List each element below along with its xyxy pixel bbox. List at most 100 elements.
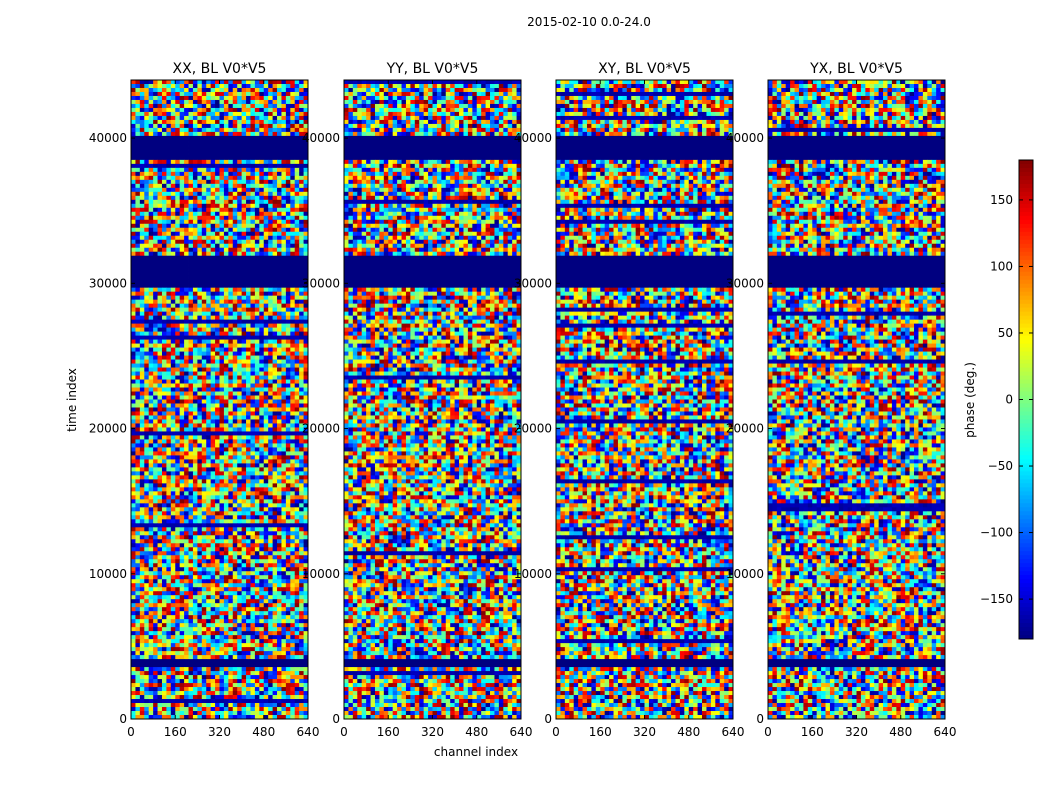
colorbar-segment: [1019, 351, 1033, 357]
y-tick-label: 30000: [514, 276, 552, 290]
colorbar-segment: [1019, 255, 1033, 261]
colorbar-tick-label: −100: [980, 526, 1013, 540]
colorbar-segment: [1019, 191, 1033, 197]
y-tick-label: 20000: [514, 422, 552, 436]
colorbar-segment: [1019, 195, 1033, 201]
colorbar-segment: [1019, 319, 1033, 325]
colorbar-segment: [1019, 339, 1033, 345]
x-tick-label: 0: [127, 725, 135, 739]
y-tick-label: 20000: [89, 422, 127, 436]
colorbar-segment: [1019, 531, 1033, 536]
colorbar-segment: [1019, 635, 1033, 640]
colorbar-segment: [1019, 343, 1033, 349]
colorbar-segment: [1019, 479, 1033, 484]
colorbar-segment: [1019, 283, 1033, 289]
panel-heatmap: [556, 80, 734, 720]
colorbar-tick-label: −150: [980, 592, 1013, 606]
x-tick-label: 160: [377, 725, 400, 739]
colorbar-segment: [1019, 579, 1033, 584]
colorbar-segment: [1019, 267, 1033, 273]
colorbar-segment: [1019, 371, 1033, 377]
colorbar-segment: [1019, 347, 1033, 353]
colorbar-segment: [1019, 443, 1033, 448]
x-tick-label: 480: [465, 725, 488, 739]
colorbar-segment: [1019, 315, 1033, 321]
y-tick-label: 0: [756, 712, 764, 726]
colorbar-segment: [1019, 547, 1033, 552]
x-tick-label: 640: [297, 725, 320, 739]
colorbar-segment: [1019, 379, 1033, 385]
y-tick-label: 10000: [726, 567, 764, 581]
colorbar-segment: [1019, 375, 1033, 381]
colorbar-segment: [1019, 559, 1033, 564]
colorbar-segment: [1019, 291, 1033, 297]
y-tick-label: 20000: [302, 422, 340, 436]
panel-3: XY, BL V0*V5 0 160 320 480 640 0 10000 20000 3000…: [514, 61, 745, 739]
colorbar-segment: [1019, 251, 1033, 257]
colorbar-segment: [1019, 415, 1033, 420]
y-tick-label: 20000: [726, 422, 764, 436]
colorbar-segment: [1019, 623, 1033, 628]
colorbar-segment: [1019, 259, 1033, 265]
colorbar-segment: [1019, 423, 1033, 428]
x-tick-label: 160: [801, 725, 824, 739]
colorbar-segment: [1019, 595, 1033, 600]
colorbar-segment: [1019, 199, 1033, 205]
x-tick-label: 0: [552, 725, 560, 739]
colorbar-segment: [1019, 355, 1033, 361]
colorbar-segment: [1019, 223, 1033, 229]
colorbar-segment: [1019, 467, 1033, 472]
colorbar-segment: [1019, 243, 1033, 249]
colorbar-segment: [1019, 411, 1033, 416]
y-tick-label: 30000: [89, 276, 127, 290]
panel-title: XX, BL V0*V5: [173, 61, 267, 77]
panels-group: XX, BL V0*V5 0 160 320 480 640 0 10000 20000 3000…: [89, 61, 957, 739]
y-tick-label: 0: [544, 712, 552, 726]
colorbar-segment: [1019, 263, 1033, 269]
panel-title: XY, BL V0*V5: [598, 61, 691, 77]
colorbar-segment: [1019, 523, 1033, 528]
colorbar-segment: [1019, 619, 1033, 624]
colorbar-segment: [1019, 235, 1033, 241]
colorbar-segment: [1019, 515, 1033, 520]
colorbar-segment: [1019, 227, 1033, 233]
colorbar-segment: [1019, 627, 1033, 632]
x-tick-label: 480: [677, 725, 700, 739]
colorbar-segment: [1019, 399, 1033, 404]
colorbar-segment: [1019, 247, 1033, 253]
colorbar-segment: [1019, 563, 1033, 568]
colorbar-tick-label: −50: [988, 459, 1013, 473]
y-tick-label: 0: [119, 712, 127, 726]
colorbar-segment: [1019, 575, 1033, 580]
panel-1: XX, BL V0*V5 0 160 320 480 640 0 10000 20000 3000…: [89, 61, 320, 739]
colorbar-segment: [1019, 599, 1033, 604]
panel-heatmap: [344, 80, 522, 720]
panel-title: YY, BL V0*V5: [386, 61, 479, 77]
x-tick-label: 640: [934, 725, 957, 739]
colorbar-segment: [1019, 551, 1033, 556]
colorbar-tick-label: 100: [990, 259, 1013, 273]
colorbar-segment: [1019, 567, 1033, 572]
x-tick-label: 0: [340, 725, 348, 739]
colorbar-segment: [1019, 555, 1033, 560]
colorbar-segment: [1019, 219, 1033, 225]
colorbar-segment: [1019, 295, 1033, 301]
colorbar-label: phase (deg.): [963, 362, 977, 438]
colorbar-segment: [1019, 323, 1033, 329]
colorbar-segment: [1019, 611, 1033, 616]
colorbar-segment: [1019, 511, 1033, 516]
colorbar-segment: [1019, 539, 1033, 544]
colorbar-segment: [1019, 487, 1033, 492]
colorbar-segment: [1019, 435, 1033, 440]
colorbar-segment: [1019, 363, 1033, 369]
colorbar-segment: [1019, 307, 1033, 313]
colorbar-segment: [1019, 587, 1033, 592]
colorbar-segment: [1019, 603, 1033, 608]
colorbar-segment: [1019, 583, 1033, 588]
colorbar-segment: [1019, 207, 1033, 213]
colorbar-segment: [1019, 483, 1033, 488]
colorbar-segment: [1019, 615, 1033, 620]
colorbar-segment: [1019, 171, 1033, 177]
colorbar-segment: [1019, 475, 1033, 480]
colorbar-segment: [1019, 591, 1033, 596]
